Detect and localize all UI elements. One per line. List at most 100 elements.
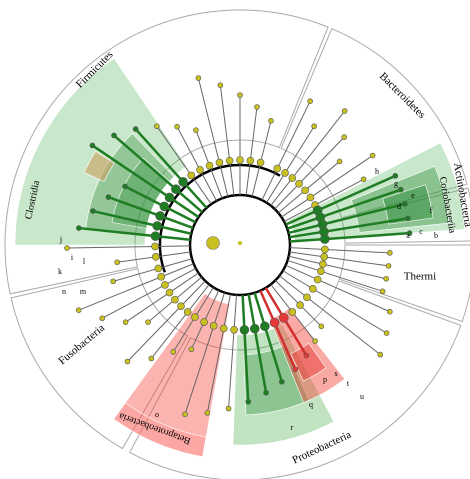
- branch: [102, 268, 197, 319]
- clade-label: f: [430, 206, 433, 215]
- phylum-sector: [128, 280, 462, 479]
- node: [387, 308, 393, 315]
- node: [268, 118, 274, 124]
- clade-label: k: [58, 267, 62, 276]
- branch: [241, 294, 250, 402]
- branch: [289, 217, 409, 239]
- branch: [287, 259, 383, 292]
- root-node: [238, 241, 242, 245]
- node: [230, 325, 238, 334]
- node: [150, 231, 161, 241]
- node: [155, 211, 165, 221]
- node: [89, 142, 96, 149]
- node: [219, 324, 228, 333]
- node: [319, 234, 330, 244]
- branch: [261, 100, 311, 201]
- branch: [245, 106, 258, 196]
- clade-label: t: [347, 379, 350, 388]
- branch: [127, 280, 206, 362]
- branch: [283, 178, 364, 222]
- node: [301, 186, 309, 195]
- node: [159, 201, 170, 212]
- node: [246, 156, 255, 165]
- branch: [176, 126, 217, 202]
- node: [405, 215, 411, 222]
- node: [183, 308, 192, 316]
- branch: [156, 125, 212, 205]
- node: [406, 230, 413, 236]
- clade-label: j: [59, 235, 62, 244]
- node: [178, 177, 188, 187]
- node: [171, 295, 179, 304]
- node: [317, 267, 325, 276]
- node: [320, 253, 328, 261]
- node: [196, 166, 204, 174]
- node: [341, 108, 348, 114]
- branch: [78, 263, 194, 311]
- node: [386, 250, 393, 256]
- node: [383, 275, 389, 282]
- clade-shade: [113, 402, 207, 458]
- clade-label: m: [80, 287, 87, 296]
- branch: [134, 128, 208, 209]
- branch: [285, 264, 391, 313]
- branch: [253, 292, 284, 383]
- node: [152, 253, 160, 261]
- branch: [270, 110, 346, 206]
- branch: [197, 77, 229, 197]
- node: [236, 156, 244, 164]
- node: [105, 194, 112, 200]
- node: [145, 319, 151, 325]
- clade-label: Thermi: [404, 271, 436, 283]
- node: [154, 264, 163, 273]
- branch: [184, 292, 226, 415]
- branch: [288, 202, 406, 235]
- branch: [289, 247, 390, 254]
- branch: [91, 144, 200, 219]
- node: [90, 208, 96, 214]
- node: [318, 323, 325, 330]
- clade-shade: [382, 184, 434, 225]
- node: [311, 123, 317, 130]
- node: [321, 245, 329, 254]
- branch: [289, 231, 410, 243]
- branch: [251, 120, 272, 197]
- node: [200, 318, 208, 326]
- node: [64, 245, 70, 251]
- node: [360, 176, 367, 183]
- node: [292, 366, 299, 373]
- clade-label: n: [62, 287, 66, 296]
- branch: [277, 161, 340, 214]
- root-node: [206, 236, 220, 250]
- branch: [219, 85, 235, 196]
- clade-label: e: [411, 191, 415, 200]
- node: [76, 225, 82, 231]
- branch: [67, 245, 191, 249]
- branch: [279, 275, 381, 355]
- clade-shade: [290, 342, 327, 382]
- node: [369, 152, 376, 159]
- clade-label: a: [406, 231, 410, 240]
- node: [193, 127, 199, 133]
- branch: [150, 284, 210, 359]
- node: [249, 323, 260, 334]
- phylum-sector: [10, 268, 189, 450]
- node: [281, 169, 289, 177]
- branch: [266, 126, 315, 203]
- node: [161, 281, 169, 289]
- branch: [125, 272, 199, 323]
- node: [225, 156, 234, 165]
- node: [307, 98, 313, 104]
- node: [171, 184, 181, 195]
- node: [217, 82, 224, 89]
- node: [114, 259, 121, 266]
- node: [295, 180, 303, 188]
- node: [205, 161, 214, 170]
- node: [132, 126, 139, 132]
- branch: [282, 270, 387, 334]
- node: [154, 123, 160, 130]
- node: [341, 134, 347, 140]
- node: [256, 158, 265, 167]
- node: [157, 273, 165, 281]
- node: [296, 301, 304, 309]
